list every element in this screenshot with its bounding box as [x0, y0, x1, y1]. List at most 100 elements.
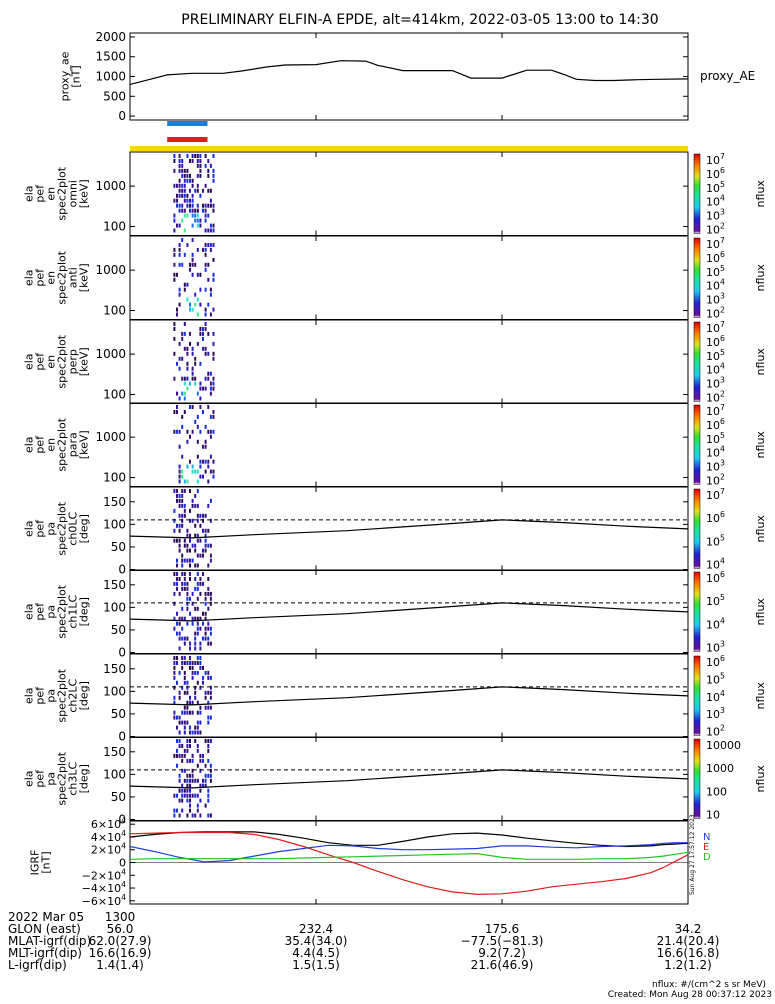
spec-panel-7-pixel: [186, 773, 189, 778]
spec-panel-3-pixel: [181, 469, 184, 474]
spectrogram-panels: 1000100elapefenspec2plotomni[keV]1071061…: [23, 151, 767, 827]
spec-panel-0-pixel: [202, 208, 204, 213]
spec-panel-7-pixel: [176, 739, 178, 743]
spec-panel-2-pixel: [173, 327, 176, 331]
spec-panel-7-pixel: [186, 778, 189, 783]
spec-panel-5-pixel: [196, 616, 199, 621]
spec-panel-4-pixel: [183, 538, 186, 543]
spec-panel-1-pixel: [212, 277, 215, 282]
spec-panel-5-pixel: [207, 626, 210, 631]
spec-panel-6-pixel: [176, 661, 178, 665]
spec-panel-0-pixel: [196, 183, 199, 188]
footer-value-1-1: 232.4: [299, 922, 333, 936]
spec-panel-1-pixel: [183, 252, 186, 257]
spec-panel-3-pixel: [186, 479, 189, 484]
igrf-line-1: [129, 831, 689, 896]
spec-panel-6-pixel: [189, 695, 191, 700]
spec-panel-1-pixel: [194, 302, 197, 307]
spec-panel-6-ytick-label: 100: [103, 684, 126, 698]
spec-panel-1-pixel: [204, 287, 207, 292]
spec-panel-5-pixel: [196, 572, 199, 576]
spec-panel-2-ztick-label: 106: [706, 334, 725, 349]
spec-panel-4-pixel: [183, 489, 186, 493]
spec-panel-5-pixel: [199, 646, 202, 651]
spec-panel-5-pixel: [202, 572, 204, 576]
spec-panel-3-ztick-label-base: 10: [706, 461, 720, 474]
spec-panel-7-pixel: [181, 808, 184, 813]
spec-panel-6-ztick-label: 102: [706, 724, 725, 739]
spec-panel-4-pixel: [204, 528, 207, 533]
spec-panel-0-pixel: [204, 203, 207, 208]
spec-panel-5-pixel: [191, 621, 194, 626]
spec-panel-6-pixel: [209, 715, 212, 720]
spec-panel-4-pixel: [191, 543, 194, 548]
spec-panel-5-pixel: [186, 591, 189, 596]
spec-panel-7-pixel: [191, 768, 194, 773]
footer-value-3-2: 9.2(7.2): [478, 946, 526, 960]
spec-panel-1-ztick-label-base: 10: [706, 266, 720, 279]
spec-panel-4-pixel: [196, 538, 199, 543]
spec-panel-0-pixel: [173, 183, 176, 188]
spec-panel-5-pixel: [209, 641, 212, 646]
spec-panel-7-ytick-label: 50: [111, 790, 126, 804]
spec-panel-4-pixel: [194, 494, 197, 498]
spec-panel-2-pixel: [204, 351, 207, 356]
spec-panel-0-colorbar: [693, 153, 701, 234]
spec-panel-0-ztick-label: 105: [706, 180, 725, 195]
spec-panel-4-pixel: [183, 503, 186, 508]
spec-panel-7-pixel: [178, 788, 181, 793]
spec-panel-6-pixel: [189, 665, 191, 670]
spec-panel-7-pixel: [181, 783, 184, 788]
spec-panel-5-pixel: [207, 606, 210, 611]
spec-panel-4-pixel: [173, 518, 176, 523]
spec-panel-1-pixel: [196, 312, 199, 317]
spec-panel-5-pixel: [186, 581, 189, 586]
spec-panel-7-pixel: [173, 808, 176, 813]
spec-panel-5-pixel: [194, 636, 197, 641]
spec-panel-0-pixel: [209, 163, 212, 168]
spec-panel-5-pixel: [189, 596, 191, 601]
igrf-ytick-label-exp: 4: [121, 842, 126, 851]
spec-panel-2-ztick-label: 103: [706, 376, 725, 391]
spec-panel-2-pixel: [191, 346, 194, 351]
spec-panel-1-pixel: [209, 247, 212, 252]
spec-panel-1-pixel: [189, 302, 191, 307]
spec-panel-1-ytick-label: 1000: [95, 263, 126, 277]
spec-panel-7-pixel: [178, 744, 181, 748]
spec-panel-3-pixel: [202, 410, 204, 414]
spec-panel-2-pixel: [204, 386, 207, 391]
igrf-ytick-label: −2×104: [82, 867, 126, 882]
spec-panel-7-pixel: [189, 793, 191, 798]
spec-panel-3-pixel: [212, 410, 215, 414]
spec-panel-6-pixel: [181, 661, 184, 665]
spec-panel-7-pixel: [204, 773, 207, 778]
spec-panel-1-pixel: [196, 272, 199, 277]
spec-panel-6-pixel: [194, 730, 197, 735]
spec-panel-6-pixel: [181, 720, 184, 725]
spec-panel-5-pixel: [183, 586, 186, 591]
spec-panel-0-pixel: [191, 203, 194, 208]
spec-panel-6-pixel: [199, 710, 202, 715]
spec-panel-2-pixel: [212, 381, 215, 386]
spec-panel-2-ztick-label-exp: 5: [720, 348, 725, 357]
spec-panel-6-pixel: [191, 730, 194, 735]
spec-panel-6-pixel: [178, 670, 181, 675]
spec-panel-1-pixel: [204, 312, 207, 317]
spec-panel-3-ztick-label: 106: [706, 417, 725, 432]
spec-panel-5-pixel: [204, 601, 207, 606]
spec-panel-7-pixel: [181, 744, 184, 748]
spec-panel-1-pixel: [196, 297, 199, 302]
spec-panel-6-ztick-label-exp: 6: [720, 654, 725, 663]
spec-panel-5-pixel: [196, 606, 199, 611]
spec-panel-2-ylabel-5: [keV]: [78, 347, 91, 376]
spec-panel-7-pixel: [181, 793, 184, 798]
spec-panel-3-ztick-label: 105: [706, 431, 725, 446]
spec-panel-5-ztick-label-exp: 3: [720, 640, 725, 649]
spec-panel-5-ztick-label-exp: 5: [720, 593, 725, 602]
spec-panel-6-ylabel-5: [deg]: [78, 681, 91, 710]
spec-panel-0-pixel: [181, 208, 184, 213]
spec-panel-0-pixel: [183, 193, 186, 198]
spec-panel-0-pixel: [181, 159, 184, 163]
spec-panel-5-pixel: [209, 596, 212, 601]
spec-panel-0-pixel: [207, 159, 210, 163]
